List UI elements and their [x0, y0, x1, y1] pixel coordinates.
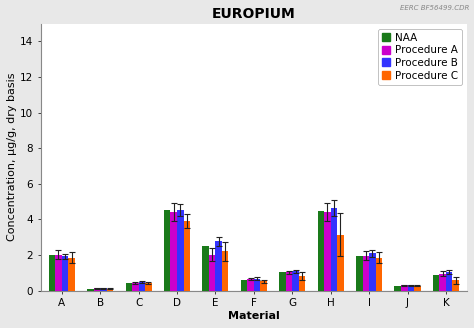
Bar [439, 274, 446, 291]
Bar [414, 286, 420, 291]
Bar [94, 288, 100, 291]
Bar [202, 246, 209, 291]
Bar [369, 253, 375, 291]
Bar [394, 286, 401, 291]
Bar [164, 210, 171, 291]
Bar [107, 289, 113, 291]
Bar [279, 273, 286, 291]
Bar [62, 256, 68, 291]
Y-axis label: Concentration, μg/g, dry basis: Concentration, μg/g, dry basis [7, 73, 17, 241]
Bar [247, 279, 254, 291]
Bar [49, 255, 55, 291]
Title: EUROPIUM: EUROPIUM [212, 7, 296, 21]
Legend: NAA, Procedure A, Procedure B, Procedure C: NAA, Procedure A, Procedure B, Procedure… [378, 29, 462, 85]
Bar [177, 210, 183, 291]
Bar [408, 285, 414, 291]
Bar [337, 235, 344, 291]
Bar [260, 281, 267, 291]
Bar [126, 283, 132, 291]
Text: EERC BF56499.CDR: EERC BF56499.CDR [400, 5, 469, 11]
Bar [453, 280, 459, 291]
Bar [68, 258, 75, 291]
Bar [446, 272, 453, 291]
Bar [171, 212, 177, 291]
Bar [324, 212, 331, 291]
Bar [222, 252, 228, 291]
Bar [375, 258, 382, 291]
Bar [299, 276, 305, 291]
Bar [55, 255, 62, 291]
Bar [132, 283, 138, 291]
Bar [215, 241, 222, 291]
Bar [363, 256, 369, 291]
Bar [209, 255, 215, 291]
Bar [138, 282, 145, 291]
Bar [356, 256, 363, 291]
Bar [183, 221, 190, 291]
Bar [318, 211, 324, 291]
Bar [286, 273, 292, 291]
Bar [241, 279, 247, 291]
Bar [433, 275, 439, 291]
Bar [100, 288, 107, 291]
Bar [87, 289, 94, 291]
X-axis label: Material: Material [228, 311, 280, 321]
Bar [254, 278, 260, 291]
Bar [145, 283, 152, 291]
Bar [331, 208, 337, 291]
Bar [401, 285, 408, 291]
Bar [292, 271, 299, 291]
